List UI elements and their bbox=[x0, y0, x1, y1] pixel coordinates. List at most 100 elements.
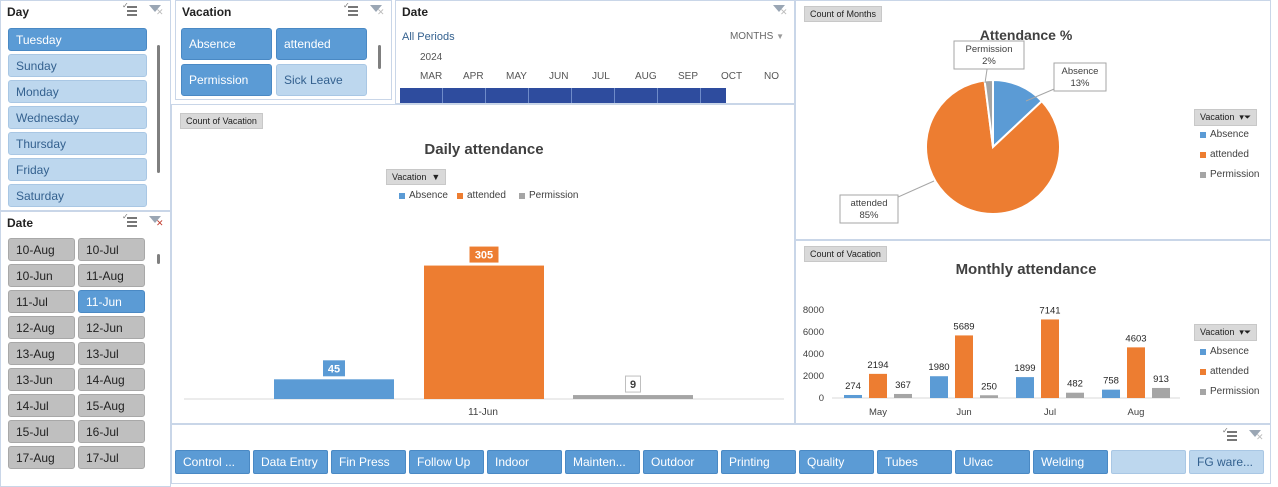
clear-filter-icon[interactable] bbox=[1248, 429, 1264, 443]
legend-item-permission: Permission bbox=[1200, 386, 1259, 397]
multi-select-icon[interactable] bbox=[122, 213, 138, 229]
timeline-month-aug[interactable]: AUG bbox=[635, 71, 657, 82]
pie-chart-title: Attendance % bbox=[979, 27, 1073, 43]
department-option-14[interactable]: FG ware... bbox=[1189, 450, 1264, 474]
date-option-11-jul[interactable]: 11-Jul bbox=[8, 290, 75, 313]
day-option-friday[interactable]: Friday bbox=[8, 158, 147, 181]
timeline-month-no[interactable]: NO bbox=[764, 71, 779, 82]
department-option-6[interactable]: Mainten... bbox=[565, 450, 640, 474]
pie-label-box bbox=[1053, 62, 1107, 92]
department-option-3[interactable]: Fin Press bbox=[331, 450, 406, 474]
date-option-13-jun[interactable]: 13-Jun bbox=[8, 368, 75, 391]
department-option-1[interactable]: Control ... bbox=[175, 450, 250, 474]
date-option-14-jul[interactable]: 14-Jul bbox=[8, 394, 75, 417]
legend-label: attended bbox=[467, 190, 506, 201]
legend-label: Permission bbox=[1210, 386, 1260, 397]
clear-filter-icon[interactable] bbox=[148, 215, 164, 229]
vacation-option-attended[interactable]: attended bbox=[276, 28, 367, 60]
timeline-month-jul[interactable]: JUL bbox=[592, 71, 610, 82]
daily-field-button[interactable]: Count of Vacation bbox=[180, 113, 263, 129]
daily-filter-button[interactable]: Vacation ▼ bbox=[386, 169, 447, 185]
date-option-13-jul[interactable]: 13-Jul bbox=[78, 342, 145, 365]
department-option-7[interactable]: Outdoor bbox=[643, 450, 718, 474]
day-option-thursday[interactable]: Thursday bbox=[8, 132, 147, 155]
day-slicer-title: Day bbox=[7, 5, 30, 19]
date-option-11-jun[interactable]: 11-Jun bbox=[78, 290, 145, 313]
monthly-bar-permission-aug bbox=[1152, 387, 1170, 398]
pie-filter-button[interactable]: Vacation ▾⏷ bbox=[1194, 109, 1258, 126]
department-option-13[interactable] bbox=[1111, 450, 1186, 474]
monthly-y-tick: 2000 bbox=[803, 371, 824, 382]
day-slicer-scrollbar[interactable] bbox=[157, 45, 160, 173]
date-option-12-jun[interactable]: 12-Jun bbox=[78, 316, 145, 339]
chevron-down-icon: ▼ bbox=[776, 32, 784, 41]
multi-select-icon[interactable] bbox=[343, 2, 359, 18]
department-option-9[interactable]: Quality bbox=[799, 450, 874, 474]
date-option-17-jul[interactable]: 17-Jul bbox=[78, 446, 145, 469]
legend-swatch bbox=[399, 192, 405, 199]
timeline-month-jun[interactable]: JUN bbox=[549, 71, 569, 82]
department-option-4[interactable]: Follow Up bbox=[409, 450, 484, 474]
department-option-5[interactable]: Indoor bbox=[487, 450, 562, 474]
date-option-10-jul[interactable]: 10-Jul bbox=[78, 238, 145, 261]
pie-label-box bbox=[953, 40, 1025, 70]
timeline-title: Date bbox=[402, 5, 429, 19]
date-option-11-aug[interactable]: 11-Aug bbox=[78, 264, 145, 287]
filter-funnel-icon: ▾⏷ bbox=[1236, 112, 1252, 122]
monthly-bar-absence-jun bbox=[930, 376, 948, 398]
clear-filter-icon[interactable] bbox=[148, 4, 164, 18]
date-option-13-aug[interactable]: 13-Aug bbox=[8, 342, 75, 365]
vacation-slicer-scrollbar[interactable] bbox=[378, 45, 381, 69]
day-option-sunday[interactable]: Sunday bbox=[8, 54, 147, 77]
pie-field-button[interactable]: Count of Months bbox=[804, 6, 883, 22]
daily-chart-plot: 45 305 9 11-Jun bbox=[184, 246, 784, 418]
department-option-10[interactable]: Tubes bbox=[877, 450, 952, 474]
date-option-14-aug[interactable]: 14-Aug bbox=[78, 368, 145, 391]
department-option-12[interactable]: Welding bbox=[1033, 450, 1108, 474]
department-option-8[interactable]: Printing bbox=[721, 450, 796, 474]
timeline-month-apr[interactable]: APR bbox=[463, 71, 484, 82]
monthly-field-button[interactable]: Count of Vacation bbox=[804, 246, 887, 262]
timeline-month-may[interactable]: MAY bbox=[506, 71, 527, 82]
daily-data-label-absence: 45 bbox=[328, 363, 340, 375]
dropdown-arrow-icon: ▼ bbox=[428, 172, 441, 182]
monthly-bar-permission-may bbox=[894, 393, 912, 398]
date-option-17-aug[interactable]: 17-Aug bbox=[8, 446, 75, 469]
multi-select-icon[interactable] bbox=[1222, 427, 1238, 443]
timeline-bar[interactable] bbox=[400, 88, 726, 103]
day-option-saturday[interactable]: Saturday bbox=[8, 184, 147, 207]
timeline-level-dropdown[interactable]: MONTHS ▼ bbox=[730, 31, 784, 42]
date-slicer-title: Date bbox=[7, 216, 34, 230]
day-option-tuesday[interactable]: Tuesday bbox=[8, 28, 147, 51]
date-option-10-jun[interactable]: 10-Jun bbox=[8, 264, 75, 287]
date-option-10-aug[interactable]: 10-Aug bbox=[8, 238, 75, 261]
timeline-month-mar[interactable]: MAR bbox=[420, 71, 443, 82]
pie-label-box bbox=[839, 194, 899, 224]
multi-select-icon[interactable] bbox=[122, 2, 138, 18]
vacation-option-permission[interactable]: Permission bbox=[181, 64, 272, 96]
date-option-12-aug[interactable]: 12-Aug bbox=[8, 316, 75, 339]
vacation-option-sick-leave[interactable]: Sick Leave bbox=[276, 64, 367, 96]
monthly-y-tick: 8000 bbox=[803, 305, 824, 316]
department-option-11[interactable]: Ulvac bbox=[955, 450, 1030, 474]
date-option-16-jul[interactable]: 16-Jul bbox=[78, 420, 145, 443]
date-slicer-scrollbar[interactable] bbox=[157, 254, 160, 264]
daily-category-label: 11-Jun bbox=[468, 407, 498, 418]
day-option-wednesday[interactable]: Wednesday bbox=[8, 106, 147, 129]
monthly-bar-permission-jul bbox=[1066, 392, 1084, 398]
vacation-option-absence[interactable]: Absence bbox=[181, 28, 272, 60]
monthly-data-label: 482 bbox=[1067, 379, 1083, 390]
daily-attendance-chart: Count of Vacation Daily attendance Vacat… bbox=[171, 104, 795, 424]
monthly-data-label: 4603 bbox=[1125, 333, 1146, 344]
timeline-month-sep[interactable]: SEP bbox=[678, 71, 699, 82]
daily-data-label-bg bbox=[625, 375, 641, 393]
timeline-month-oct[interactable]: OCT bbox=[721, 71, 743, 82]
department-option-2[interactable]: Data Entry bbox=[253, 450, 328, 474]
clear-filter-icon[interactable] bbox=[369, 4, 385, 18]
date-option-15-aug[interactable]: 15-Aug bbox=[78, 394, 145, 417]
clear-filter-icon[interactable] bbox=[772, 4, 788, 18]
monthly-filter-button[interactable]: Vacation ▾⏷ bbox=[1194, 324, 1258, 341]
date-option-15-jul[interactable]: 15-Jul bbox=[8, 420, 75, 443]
pie-filter-label: Vacation bbox=[1200, 112, 1235, 122]
day-option-monday[interactable]: Monday bbox=[8, 80, 147, 103]
